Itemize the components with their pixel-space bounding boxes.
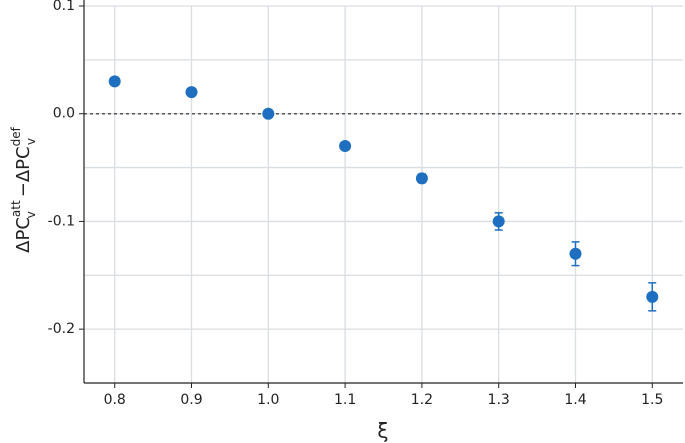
y-label-sub: v	[24, 211, 38, 218]
point	[262, 107, 275, 120]
point	[569, 247, 582, 260]
x-tick-label: 1.5	[641, 392, 663, 408]
y-tick-label: -0.1	[48, 213, 75, 229]
y-tick-label: -0.2	[48, 321, 75, 337]
point	[108, 75, 121, 88]
y-label-sub: v	[24, 138, 38, 145]
x-axis-label: ξ	[377, 419, 388, 443]
x-tick-label: 1.2	[411, 392, 433, 408]
y-label-operator: −	[13, 182, 34, 197]
grid	[84, 5, 683, 383]
point	[339, 140, 352, 153]
y-label-base: ΔPC	[13, 217, 34, 253]
y-axis-label: ΔPCattv−ΔPCdefv	[9, 126, 38, 252]
x-tick-label: 0.9	[180, 392, 202, 408]
y-label-base: ΔPC	[13, 146, 34, 182]
point	[646, 290, 659, 303]
x-tick-label: 1.4	[564, 392, 586, 408]
point	[492, 215, 505, 228]
y-tick-label: 0.0	[53, 106, 75, 122]
x-tick-label: 0.8	[104, 392, 126, 408]
y-label-sup: att	[9, 200, 23, 217]
y-tick-label: 0.1	[53, 0, 75, 14]
x-tick-label: 1.0	[257, 392, 279, 408]
x-tick-label: 1.1	[334, 392, 356, 408]
y-label-sup: def	[9, 126, 23, 146]
point	[415, 172, 428, 185]
x-tick-label: 1.3	[488, 392, 510, 408]
point	[185, 86, 198, 99]
